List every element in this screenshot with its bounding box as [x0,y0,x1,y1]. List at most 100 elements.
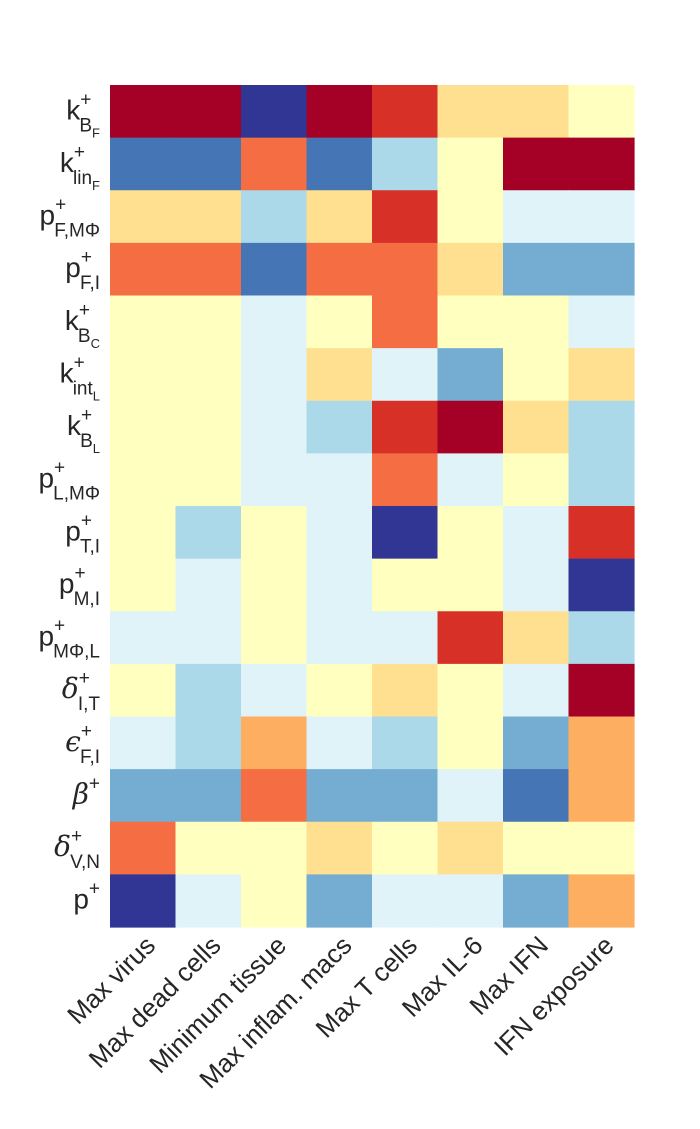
heatmap-cell [503,769,570,823]
heatmap-cell [110,611,177,665]
row-label-sup: + [74,352,85,373]
row-label: δ+ I,T [62,668,101,715]
row-label-base: p [65,515,81,546]
row-label-base: p [59,568,75,599]
heatmap-cell [175,663,242,718]
row-label-base: k [65,305,80,336]
svg-text:ϵ+F,I: ϵ+ F,I [65,721,100,768]
heatmap-cell [437,506,504,560]
row-label-subsub: L [93,388,100,403]
row-label-sup: + [71,826,82,847]
heatmap-cell [503,716,570,770]
heatmap-cell [306,663,373,718]
heatmap-cell [306,295,373,349]
row-label-sub: MΦ,L [53,642,100,663]
heatmap-cell [568,821,635,875]
row-label-sub: lin [73,168,92,189]
heatmap-cell [372,453,439,507]
row-label-sup: + [55,195,66,216]
row-label-sup: + [75,563,86,584]
heatmap-cell [568,295,635,349]
row-label-base: p [73,884,89,915]
row-label-sup: + [81,721,92,742]
heatmap-cell [437,137,504,191]
heatmap-cell [175,295,242,349]
heatmap-cell [568,558,635,612]
heatmap-cell [306,769,373,823]
heatmap-cell [175,137,242,191]
heatmap-cell [241,663,308,718]
heatmap-cell [503,295,570,349]
row-label: p+ F,MΦ [40,195,100,242]
svg-text:p+M,I: p+ M,I [59,563,100,610]
svg-text:p+F,I: p+ F,I [65,247,100,294]
row-label: k+ BL [67,405,100,456]
heatmap-cell [306,821,373,875]
heatmap-cell [503,611,570,665]
heatmap-cell [372,506,439,560]
heatmap-cell [110,190,177,244]
heatmap-cell [110,85,177,139]
heatmap-cell [503,348,570,402]
row-label-base: p [65,252,81,283]
heatmap-cell [306,453,373,507]
svg-text:k+intL: k+ intL [60,352,100,403]
heatmap-cell [437,558,504,612]
row-label-base: k [67,410,82,441]
heatmap-cell [110,242,177,297]
svg-text:p+: p+ [73,879,100,915]
svg-text:k+BF: k+ BF [66,89,100,140]
heatmap-cell [568,716,635,770]
heatmap-cell [241,85,308,139]
heatmap-cell [568,137,635,191]
heatmap-cell [568,611,635,665]
heatmap-cell [568,874,635,928]
heatmap-cell [372,85,439,139]
heatmap-cell [241,295,308,349]
heatmap-cell [306,85,373,139]
row-label-sup: + [89,879,100,900]
heatmap-cell [241,400,308,454]
row-label-sup: + [54,616,65,637]
row-label-sub: int [73,378,94,399]
row-label: p+ T,I [65,510,100,557]
heatmap-cell [503,190,570,244]
heatmap-cell [175,558,242,612]
svg-text:p+L,MΦ: p+ L,MΦ [38,458,100,505]
row-label-sub: T,I [80,536,100,557]
row-label: δ+ V,N [54,826,100,873]
svg-text:k+BL: k+ BL [67,405,100,456]
heatmap-cell [372,348,439,402]
heatmap-cell [568,769,635,823]
row-label-sup: + [80,89,91,110]
heatmap-cell [110,821,177,875]
row-label: k+ BF [66,89,100,140]
heatmap-cell [110,295,177,349]
heatmap-cell [568,190,635,244]
row-label-sub: M,I [74,589,100,610]
heatmap-cell [372,716,439,770]
heatmap-cell [372,137,439,191]
row-label: p+ M,I [59,563,100,610]
row-label-sub: F,I [80,273,100,294]
heatmap-cell [306,611,373,665]
svg-text:p+F,MΦ: p+ F,MΦ [40,195,100,242]
svg-text:δ+I,T: δ+ I,T [62,668,101,715]
row-label: p+ L,MΦ [38,458,100,505]
heatmap-cell [175,242,242,297]
heatmap-cell [503,663,570,718]
heatmap-cell [372,663,439,718]
row-label-sup: + [81,405,92,426]
row-label-sub: F,I [80,747,100,768]
row-label: k+ intL [60,352,100,403]
heatmap-cell [306,190,373,244]
row-label-sup: + [79,668,90,689]
heatmap-cell [110,506,177,560]
row-label: p+ [73,879,100,915]
row-label-sup: + [54,458,65,479]
heatmap-cell [110,400,177,454]
row-label-sub: V,N [70,852,100,873]
heatmap-cell [503,453,570,507]
row-label: p+ F,I [65,247,100,294]
svg-text:k+linF: k+ linF [60,142,100,193]
